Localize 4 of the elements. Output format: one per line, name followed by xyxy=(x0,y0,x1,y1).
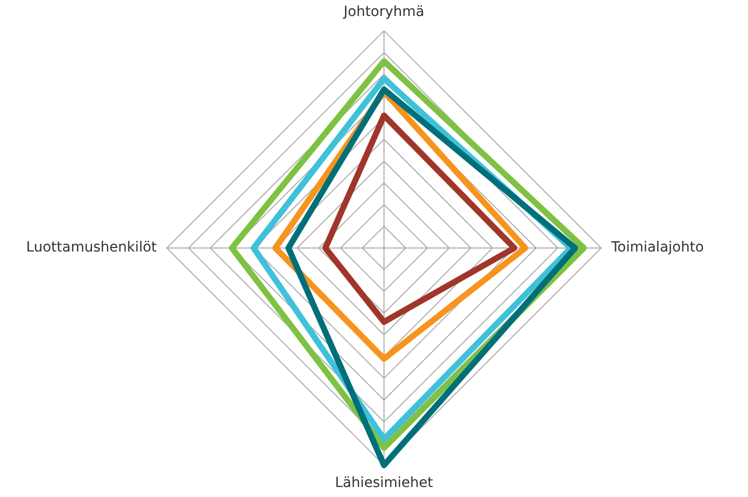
spoke-label: Lähiesimiehet xyxy=(334,475,434,492)
spoke-label: Luottamushenkilöt xyxy=(26,240,158,256)
spoke-label: Toimialajohto xyxy=(610,240,704,256)
spoke-label: Johtoryhmä xyxy=(342,4,424,20)
